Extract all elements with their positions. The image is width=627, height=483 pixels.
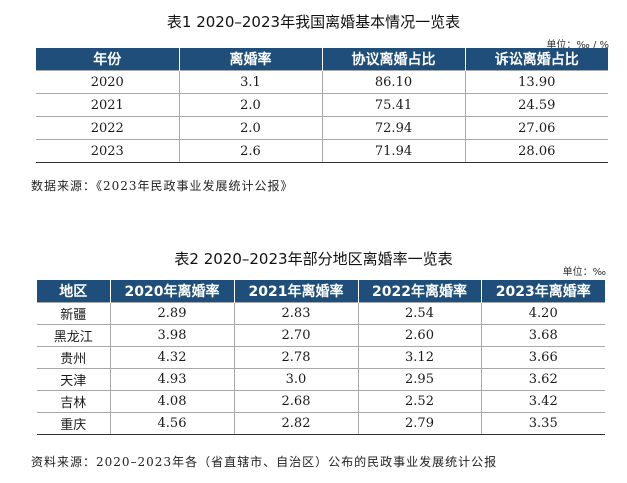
table2-cell: 4.08	[109, 390, 234, 413]
table2-row: 天津 4.93 3.0 2.95 3.62	[37, 368, 605, 391]
table2-cell: 贵州	[37, 346, 110, 369]
table2-row: 吉林 4.08 2.68 2.52 3.42	[37, 390, 605, 413]
table2-cell: 2.95	[357, 368, 481, 391]
table2-cell: 4.93	[109, 368, 234, 391]
table2-header: 2023年离婚率	[480, 280, 605, 303]
table1-header: 离婚率	[178, 48, 322, 71]
table2-cell: 吉林	[37, 390, 110, 413]
table2-cell: 重庆	[37, 412, 110, 435]
table2-header: 地区	[37, 280, 110, 303]
table2-header: 2021年离婚率	[233, 280, 358, 303]
table2-source: 资料来源：2020–2023年各（省直辖市、自治区）公布的民政事业发展统计公报	[31, 455, 498, 469]
table1-title: 表1 2020–2023年我国离婚基本情况一览表	[166, 13, 461, 31]
table2-unit: 单位：‰	[562, 267, 606, 278]
table2-row: 重庆 4.56 2.82 2.79 3.35	[37, 412, 605, 435]
table2-cell: 2.89	[109, 302, 234, 325]
table1-header: 年份	[36, 48, 179, 71]
table2-cell: 2.68	[233, 390, 358, 413]
table1-cell: 71.94	[321, 139, 465, 163]
table1-row: 2023 2.6 71.94 28.06	[36, 139, 608, 163]
table2-cell: 新疆	[37, 302, 110, 325]
table2-cell: 3.98	[109, 324, 234, 347]
table1-cell: 75.41	[321, 93, 465, 117]
table1-cell: 2020	[36, 70, 179, 94]
table2-cell: 2.79	[357, 412, 481, 435]
table2-cell: 4.20	[480, 302, 605, 325]
table2-cell: 3.12	[357, 346, 481, 369]
table1-cell: 72.94	[321, 116, 465, 140]
table2-row: 黑龙江 3.98 2.70 2.60 3.68	[37, 324, 605, 347]
table2-cell: 2.82	[233, 412, 358, 435]
table2-cell: 黑龙江	[37, 324, 110, 347]
table2-cell: 4.56	[109, 412, 234, 435]
table2-header: 2022年离婚率	[357, 280, 481, 303]
table1-row: 2022 2.0 72.94 27.06	[36, 116, 608, 140]
table1-row: 2020 3.1 86.10 13.90	[36, 70, 608, 94]
table2-cell: 3.66	[480, 346, 605, 369]
table1-source: 数据来源：《2023年民政事业发展统计公报》	[31, 179, 294, 193]
table2-cell: 3.62	[480, 368, 605, 391]
table1-header: 协议离婚占比	[321, 48, 465, 71]
table2-cell: 2.70	[233, 324, 358, 347]
table1-cell: 2.6	[178, 139, 322, 163]
table2-row: 贵州 4.32 2.78 3.12 3.66	[37, 346, 605, 369]
table2-cell: 2.83	[233, 302, 358, 325]
table1: 年份 离婚率 协议离婚占比 诉讼离婚占比 2020 3.1 86.10 13.9…	[36, 48, 608, 163]
table1-cell: 2021	[36, 93, 179, 117]
table2-row: 新疆 2.89 2.83 2.54 4.20	[37, 302, 605, 325]
table2-header: 2020年离婚率	[109, 280, 234, 303]
table1-row: 2021 2.0 75.41 24.59	[36, 93, 608, 117]
table1-header: 诉讼离婚占比	[464, 48, 608, 71]
table1-unit: 单位：‰ / %	[546, 40, 609, 51]
table2-cell: 4.32	[109, 346, 234, 369]
table1-cell: 28.06	[464, 139, 608, 163]
table2-cell: 3.42	[480, 390, 605, 413]
table1-cell: 24.59	[464, 93, 608, 117]
table1-cell: 3.1	[178, 70, 322, 94]
table1-cell: 2022	[36, 116, 179, 140]
table2-cell: 2.60	[357, 324, 481, 347]
table1-header-row: 年份 离婚率 协议离婚占比 诉讼离婚占比	[36, 48, 608, 71]
table2-cell: 2.52	[357, 390, 481, 413]
table2-title: 表2 2020–2023年部分地区离婚率一览表	[174, 250, 453, 268]
table2-cell: 3.0	[233, 368, 358, 391]
table1-cell: 2.0	[178, 116, 322, 140]
table2-cell: 2.54	[357, 302, 481, 325]
table2-header-row: 地区 2020年离婚率 2021年离婚率 2022年离婚率 2023年离婚率	[37, 280, 605, 303]
table2-cell: 3.68	[480, 324, 605, 347]
table1-cell: 27.06	[464, 116, 608, 140]
table2: 地区 2020年离婚率 2021年离婚率 2022年离婚率 2023年离婚率 新…	[37, 280, 605, 435]
table1-cell: 2.0	[178, 93, 322, 117]
table1-cell: 13.90	[464, 70, 608, 94]
table1-cell: 86.10	[321, 70, 465, 94]
table2-cell: 2.78	[233, 346, 358, 369]
table1-cell: 2023	[36, 139, 179, 163]
table2-cell: 天津	[37, 368, 110, 391]
table2-cell: 3.35	[480, 412, 605, 435]
